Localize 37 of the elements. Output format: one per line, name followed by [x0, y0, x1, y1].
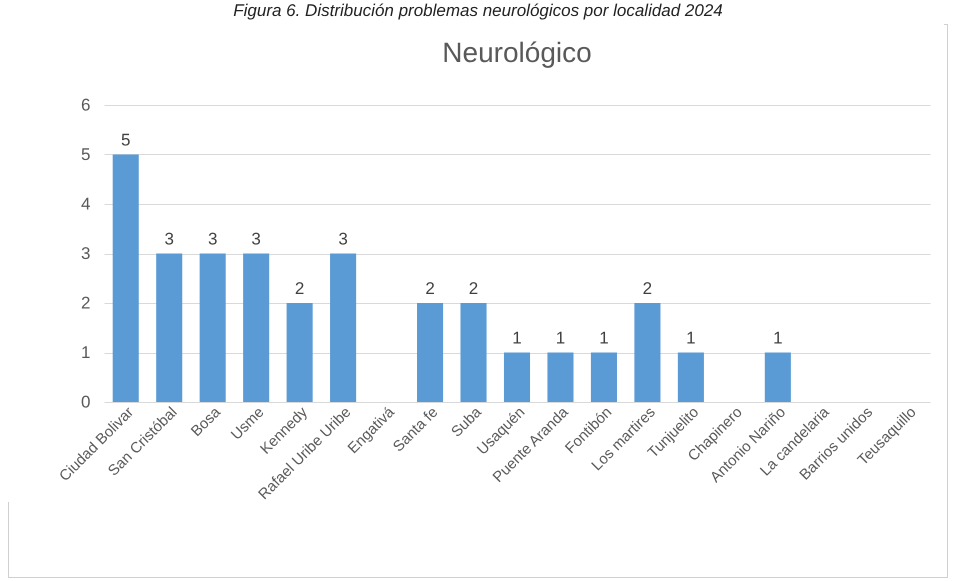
y-tick-label: 4: [81, 194, 90, 214]
data-label: 1: [556, 328, 566, 348]
bar: [678, 352, 704, 402]
data-label: 1: [512, 328, 522, 348]
data-label: 3: [208, 230, 218, 248]
data-label: 1: [599, 328, 609, 348]
data-label: 5: [121, 130, 130, 150]
y-tick-label: 6: [81, 96, 90, 114]
data-label: 3: [338, 230, 348, 248]
bar: [590, 352, 617, 402]
data-label: 2: [468, 279, 478, 298]
bar: [112, 154, 139, 402]
bar: [764, 352, 791, 402]
bar: [504, 352, 530, 402]
bar: [460, 303, 487, 402]
y-tick-label: 3: [81, 244, 90, 263]
text: Figura 6. Distribución problemas neurológicos por localidad 2024: [232, 1, 724, 21]
data-label: 1: [773, 328, 783, 348]
data-label: 2: [425, 279, 435, 298]
data-label: 2: [294, 279, 304, 298]
y-tick-label: 1: [81, 343, 90, 362]
data-label: 3: [164, 230, 174, 248]
data-label: 1: [686, 328, 696, 348]
bar: [417, 303, 444, 402]
bar: [286, 303, 313, 402]
y-tick-label: 2: [81, 294, 90, 312]
bar: [547, 352, 574, 402]
bar: [634, 303, 660, 402]
data-label: 2: [642, 279, 652, 298]
y-tick-label: 5: [81, 145, 90, 164]
bar: [156, 254, 182, 402]
data-label: 3: [251, 230, 261, 248]
bar: [243, 254, 270, 402]
chart-title: Neurológico: [442, 37, 592, 68]
y-tick-label: 0: [81, 392, 90, 412]
bar: [200, 254, 226, 402]
bar: [330, 254, 356, 402]
